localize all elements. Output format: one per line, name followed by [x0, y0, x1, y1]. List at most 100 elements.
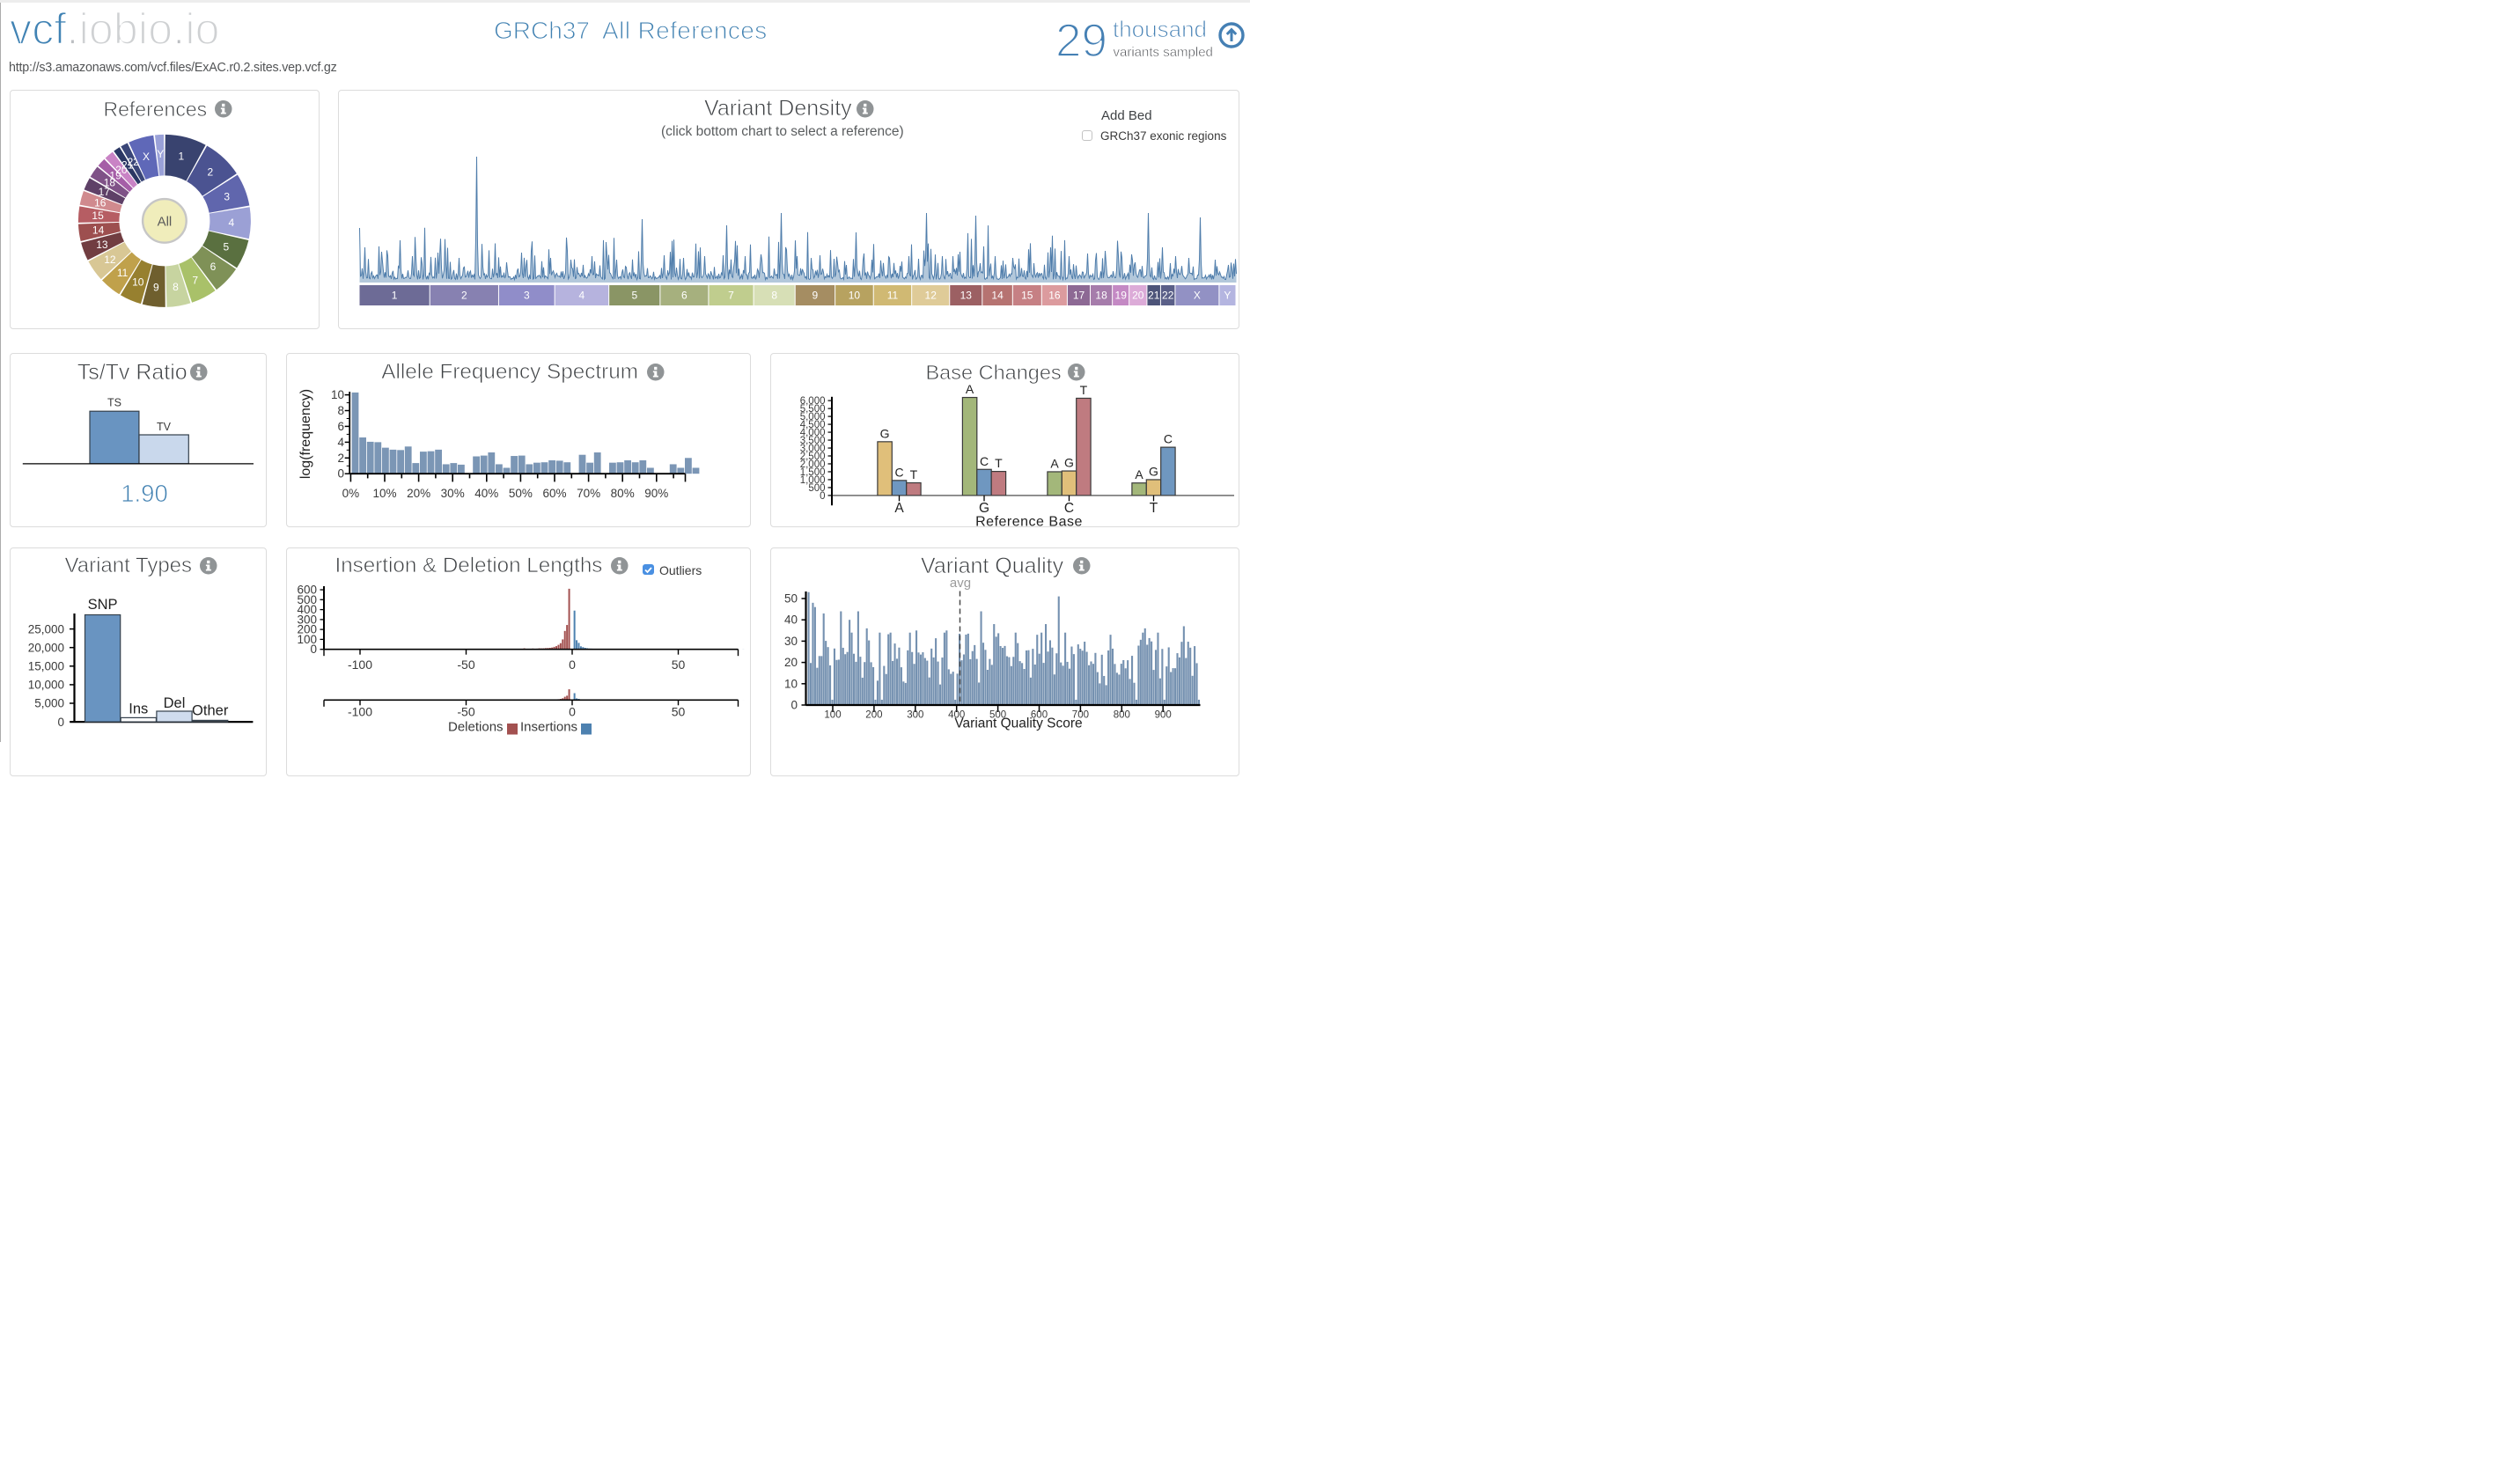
svg-text:300: 300 — [297, 613, 317, 626]
svg-text:500: 500 — [297, 593, 317, 606]
svg-text:10,000: 10,000 — [28, 679, 64, 692]
svg-text:17: 17 — [99, 186, 111, 198]
svg-text:300: 300 — [907, 710, 923, 721]
svg-text:TS: TS — [107, 397, 121, 409]
svg-text:0: 0 — [820, 491, 825, 502]
svg-text:4: 4 — [337, 436, 344, 449]
svg-text:100: 100 — [297, 633, 317, 646]
svg-text:12: 12 — [104, 253, 116, 266]
svg-text:-100: -100 — [348, 705, 372, 719]
svg-text:T: T — [995, 456, 1003, 470]
svg-text:G: G — [1064, 456, 1074, 470]
svg-text:6,000: 6,000 — [799, 396, 825, 407]
svg-text:T: T — [1149, 501, 1158, 516]
svg-text:13: 13 — [96, 239, 108, 251]
svg-text:10: 10 — [331, 388, 344, 401]
svg-text:1,500: 1,500 — [799, 467, 825, 478]
svg-text:50: 50 — [672, 658, 686, 672]
svg-text:A: A — [1135, 467, 1143, 481]
svg-text:4: 4 — [578, 290, 585, 302]
svg-text:SNP: SNP — [88, 597, 118, 613]
svg-text:T: T — [909, 467, 917, 481]
svg-text:12: 12 — [924, 290, 937, 302]
svg-text:Reference Base: Reference Base — [975, 515, 1083, 530]
svg-text:700: 700 — [1071, 710, 1088, 721]
svg-text:G: G — [1149, 464, 1158, 478]
svg-text:4: 4 — [229, 217, 235, 229]
svg-text:20,000: 20,000 — [28, 641, 64, 654]
svg-text:1,000: 1,000 — [799, 475, 825, 486]
svg-text:11: 11 — [117, 267, 129, 279]
svg-text:400: 400 — [297, 603, 317, 616]
svg-text:-100: -100 — [348, 658, 372, 672]
svg-text:Variant Quality Score: Variant Quality Score — [954, 716, 1082, 731]
svg-text:A: A — [965, 382, 974, 396]
svg-text:6: 6 — [681, 290, 688, 302]
svg-text:Other: Other — [192, 703, 229, 719]
svg-text:2: 2 — [460, 290, 467, 302]
svg-text:7: 7 — [728, 290, 734, 302]
svg-text:-50: -50 — [457, 705, 474, 719]
svg-text:5: 5 — [631, 290, 637, 302]
svg-text:500: 500 — [808, 483, 825, 494]
svg-text:-50: -50 — [457, 658, 474, 672]
svg-text:90%: 90% — [644, 487, 668, 500]
svg-text:800: 800 — [1113, 710, 1129, 721]
svg-text:16: 16 — [94, 197, 107, 209]
svg-text:100: 100 — [824, 710, 841, 721]
svg-text:8: 8 — [173, 281, 179, 293]
svg-text:G: G — [879, 426, 889, 440]
svg-text:50: 50 — [783, 592, 797, 606]
svg-text:40: 40 — [783, 613, 797, 627]
svg-text:19: 19 — [109, 169, 121, 181]
svg-text:8: 8 — [771, 290, 777, 302]
svg-text:0: 0 — [57, 716, 64, 729]
svg-text:1: 1 — [391, 290, 397, 302]
svg-text:2: 2 — [337, 452, 344, 465]
svg-text:11: 11 — [886, 290, 898, 302]
svg-text:0: 0 — [337, 467, 344, 481]
svg-text:6: 6 — [210, 261, 217, 273]
svg-text:X: X — [1193, 290, 1200, 302]
svg-text:30%: 30% — [441, 487, 465, 500]
svg-text:G: G — [978, 501, 989, 516]
svg-text:All: All — [158, 215, 173, 230]
svg-text:14: 14 — [92, 224, 105, 236]
svg-text:log(frequency): log(frequency) — [298, 389, 313, 479]
svg-text:3: 3 — [224, 190, 230, 202]
svg-text:8: 8 — [337, 404, 344, 417]
svg-text:15,000: 15,000 — [28, 660, 64, 673]
svg-text:14: 14 — [991, 290, 1004, 302]
svg-text:Del: Del — [164, 695, 186, 711]
svg-text:0%: 0% — [342, 487, 360, 500]
svg-text:600: 600 — [297, 584, 317, 597]
svg-text:200: 200 — [865, 710, 882, 721]
svg-text:20%: 20% — [407, 487, 430, 500]
svg-text:2: 2 — [208, 165, 214, 178]
svg-text:3: 3 — [523, 290, 529, 302]
svg-text:TV: TV — [157, 421, 172, 433]
svg-text:3,000: 3,000 — [799, 444, 825, 454]
svg-text:6: 6 — [337, 420, 344, 433]
svg-text:2,000: 2,000 — [799, 459, 825, 470]
svg-text:15: 15 — [92, 209, 104, 222]
svg-text:7: 7 — [192, 274, 198, 286]
svg-text:22: 22 — [1162, 290, 1174, 302]
svg-text:0: 0 — [569, 705, 576, 719]
svg-text:20: 20 — [1132, 290, 1144, 302]
svg-text:16: 16 — [1048, 290, 1061, 302]
svg-text:4,000: 4,000 — [799, 428, 825, 438]
svg-text:18: 18 — [1095, 290, 1107, 302]
svg-text:5,500: 5,500 — [799, 404, 825, 415]
svg-text:C: C — [894, 465, 903, 479]
svg-text:20: 20 — [115, 164, 128, 176]
svg-text:Y: Y — [157, 148, 164, 160]
svg-text:Insertions: Insertions — [520, 720, 577, 735]
svg-text:18: 18 — [104, 177, 116, 189]
svg-text:15: 15 — [1021, 290, 1033, 302]
svg-text:200: 200 — [297, 623, 317, 636]
svg-text:1: 1 — [179, 150, 185, 162]
svg-text:900: 900 — [1154, 710, 1171, 721]
svg-text:avg: avg — [949, 576, 970, 591]
svg-text:T: T — [1079, 383, 1087, 397]
